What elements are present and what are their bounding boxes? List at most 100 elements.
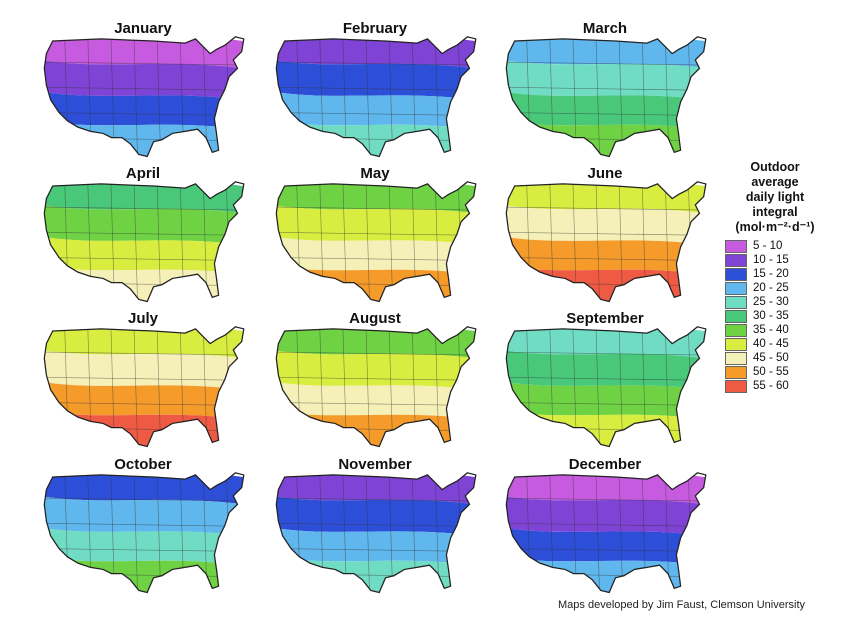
us-map-april [43, 181, 245, 303]
us-outline [275, 181, 477, 303]
state-border-line [506, 112, 706, 116]
map-band [276, 408, 476, 447]
legend-item: 45 - 50 [725, 351, 835, 365]
map-band [276, 57, 476, 102]
legend-label: 45 - 50 [753, 352, 789, 364]
map-band [276, 525, 476, 568]
us-outline [275, 36, 477, 158]
map-color-bands [276, 326, 476, 447]
map-title: October [114, 456, 172, 473]
state-border-line [365, 472, 371, 593]
state-border-line [44, 497, 244, 502]
state-border-line [365, 181, 371, 302]
map-color-bands [506, 472, 706, 593]
state-border-line [44, 61, 244, 66]
map-band [506, 379, 706, 422]
legend-label: 35 - 40 [753, 324, 789, 336]
state-border-line [44, 376, 244, 381]
state-border-line [506, 548, 706, 552]
map-april: April [38, 165, 248, 309]
legend-label: 10 - 15 [753, 254, 789, 266]
legend-label: 15 - 20 [753, 268, 789, 280]
legend-item: 10 - 15 [725, 253, 835, 267]
us-map-november [275, 472, 477, 594]
legend-item: 5 - 10 [725, 239, 835, 253]
us-outline [43, 472, 245, 594]
state-border-line [365, 36, 371, 157]
state-border-line [133, 36, 139, 157]
state-border-line [133, 181, 139, 302]
state-border-line [44, 548, 244, 552]
map-color-bands [44, 36, 244, 157]
us-map-march [505, 36, 707, 158]
legend-swatch [725, 323, 747, 337]
legend-title-line: daily light [745, 190, 805, 204]
state-border-line [276, 257, 476, 261]
state-border-line [506, 61, 706, 66]
state-border-line [44, 112, 244, 116]
map-band [506, 89, 706, 132]
us-map-february [275, 36, 477, 158]
map-band [276, 202, 476, 247]
map-title: September [566, 310, 644, 327]
map-january: January [38, 20, 248, 164]
map-band [44, 57, 244, 102]
legend-item: 15 - 20 [725, 267, 835, 281]
map-color-bands [506, 36, 706, 157]
us-map-september [505, 326, 707, 448]
us-outline [275, 326, 477, 448]
state-border-line [276, 86, 476, 91]
state-border-line [44, 206, 244, 211]
map-band [44, 379, 244, 422]
state-border-line [276, 61, 476, 66]
map-band [506, 493, 706, 538]
map-december: December [500, 456, 710, 600]
map-color-bands [44, 181, 244, 302]
state-border-line [506, 351, 706, 356]
map-band [44, 118, 244, 157]
map-band [44, 347, 244, 392]
us-map-december [505, 472, 707, 594]
state-border-line [276, 112, 476, 116]
map-color-bands [276, 472, 476, 593]
us-map-august [275, 326, 477, 448]
legend-swatch [725, 309, 747, 323]
legend-swatch [725, 337, 747, 351]
legend: Outdoor average daily light integral (mo… [715, 160, 835, 393]
state-border-line [44, 522, 244, 527]
state-border-line [276, 206, 476, 211]
legend-item: 25 - 30 [725, 295, 835, 309]
legend-swatch [725, 281, 747, 295]
legend-title: Outdoor average daily light integral (mo… [715, 160, 835, 235]
map-july: July [38, 310, 248, 454]
map-band [506, 525, 706, 568]
map-title: February [342, 20, 408, 37]
map-band [506, 57, 706, 102]
us-outline [505, 36, 707, 158]
map-title: March [582, 20, 628, 37]
us-map-may [275, 181, 477, 303]
legend-swatch [725, 379, 747, 393]
state-border-line [595, 36, 601, 157]
legend-label: 25 - 30 [753, 296, 789, 308]
state-border-line [133, 472, 139, 593]
us-outline [505, 326, 707, 448]
map-color-bands [506, 181, 706, 302]
legend-item: 50 - 55 [725, 365, 835, 379]
legend-swatch [725, 295, 747, 309]
legend-item: 20 - 25 [725, 281, 835, 295]
map-title: November [338, 456, 412, 473]
us-outline [43, 326, 245, 448]
us-map-july [43, 326, 245, 448]
map-band [44, 525, 244, 568]
map-title: May [360, 165, 390, 182]
map-band [506, 234, 706, 277]
map-band [276, 347, 476, 392]
map-title: June [587, 165, 623, 182]
state-border-line [506, 376, 706, 381]
state-border-line [276, 351, 476, 356]
legend-swatch [725, 351, 747, 365]
map-band [506, 263, 706, 302]
credit-text: Maps developed by Jim Faust, Clemson Uni… [558, 599, 805, 611]
legend-label: 20 - 25 [753, 282, 789, 294]
